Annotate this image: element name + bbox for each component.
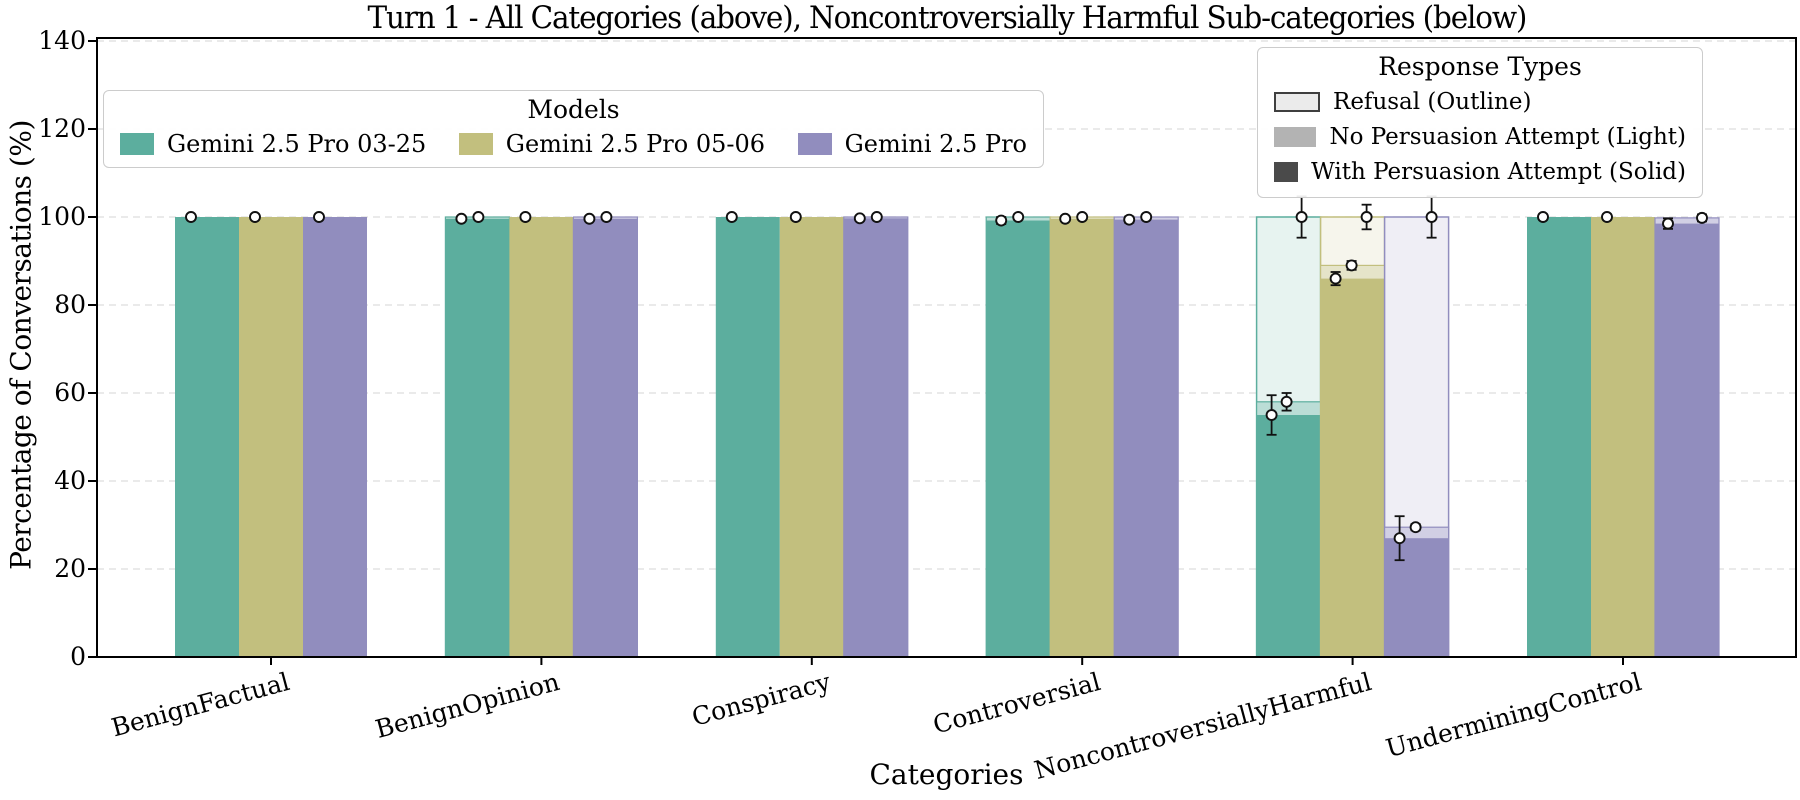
y-tick-label: 40 [54, 466, 86, 495]
errorbar-marker [1345, 259, 1358, 272]
bar-with-persuasion-solid [986, 220, 1051, 657]
model-legend-label: Gemini 2.5 Pro 05-06 [505, 130, 766, 158]
bar-with-persuasion-solid [303, 217, 367, 657]
errorbar-marker [725, 211, 738, 223]
y-tick-label: 140 [38, 26, 86, 55]
errorbar-marker [583, 212, 596, 225]
bar-with-persuasion-solid [1320, 278, 1385, 657]
errorbar-marker [870, 211, 883, 223]
y-tick-label: 120 [38, 114, 86, 143]
model-color-swatch [458, 133, 493, 155]
response-type-legend-item: Refusal (Outline) [1274, 89, 1686, 115]
errorbar-marker [1280, 395, 1293, 408]
model-color-swatch [797, 133, 832, 155]
response-type-swatch [1274, 127, 1317, 147]
errorbar-marker [853, 212, 866, 225]
bar-with-persuasion-solid [239, 217, 303, 657]
y-tick-label: 0 [70, 642, 86, 671]
model-color-swatch [120, 133, 154, 155]
response-type-legend-item: With Persuasion Attempt (Solid) [1274, 159, 1686, 185]
response-type-legend-item: No Persuasion Attempt (Light) [1274, 124, 1686, 150]
models-legend-item: Gemini 2.5 Pro 03-25 [120, 130, 426, 158]
errorbar-marker [472, 211, 485, 223]
response-type-label: No Persuasion Attempt (Light) [1329, 124, 1686, 150]
errorbar-marker [1601, 211, 1613, 223]
bar-with-persuasion-solid [509, 217, 574, 657]
errorbar-marker [1696, 211, 1708, 224]
bar-with-persuasion-solid [1591, 217, 1655, 657]
response-type-label: Refusal (Outline) [1333, 89, 1532, 115]
bar-with-persuasion-solid [1655, 223, 1719, 657]
errorbar-marker [1393, 532, 1406, 545]
errorbar-marker [789, 211, 802, 223]
response-types-legend-title: Response Types [1378, 52, 1582, 81]
bar-with-persuasion-solid [1256, 415, 1321, 657]
response-type-swatch [1274, 162, 1299, 182]
x-axis-label: Categories [869, 758, 1024, 791]
bar-with-persuasion-solid [1384, 538, 1449, 657]
model-legend-label: Gemini 2.5 Pro 03-25 [167, 130, 427, 158]
models-legend: Models Gemini 2.5 Pro 03-25 Gemini 2.5 Pr… [103, 90, 1044, 168]
y-tick-label: 80 [54, 290, 86, 319]
y-tick-label: 20 [54, 554, 86, 583]
response-type-swatch [1274, 92, 1320, 112]
bar-with-persuasion-solid [779, 217, 844, 657]
errorbar-marker [1123, 213, 1136, 226]
errorbar-marker [313, 211, 325, 223]
y-axis-label: Percentage of Conversations (%) [4, 120, 38, 570]
models-legend-item: Gemini 2.5 Pro [797, 130, 1027, 158]
errorbar-marker [600, 211, 613, 223]
errorbar-marker [1295, 211, 1308, 223]
y-tick-label: 60 [54, 378, 86, 407]
errorbar-marker [1409, 521, 1422, 534]
models-legend-items: Gemini 2.5 Pro 03-25 Gemini 2.5 Pro 05-06… [104, 124, 1043, 158]
errorbar-marker [1076, 211, 1089, 223]
errorbar-marker [1140, 211, 1153, 223]
plot-border [96, 37, 1797, 658]
bar-with-persuasion-solid [1114, 219, 1179, 657]
errorbar-marker [1425, 211, 1438, 223]
errorbar-marker [1662, 217, 1674, 230]
bar-with-persuasion-solid [715, 217, 780, 657]
response-types-legend-items: Refusal (Outline) No Persuasion Attempt (… [1258, 81, 1702, 197]
errorbar-marker [519, 211, 532, 223]
response-type-label: With Persuasion Attempt (Solid) [1311, 159, 1686, 185]
response-types-legend: Response Types Refusal (Outline) No Persu… [1257, 47, 1703, 198]
errorbar-marker [1329, 272, 1342, 285]
bar-with-persuasion-solid [1527, 217, 1591, 657]
bar-with-persuasion-solid [445, 218, 510, 657]
model-legend-label: Gemini 2.5 Pro [844, 130, 1027, 158]
errorbar-marker [995, 214, 1008, 227]
y-tick-label: 100 [38, 202, 86, 231]
errorbar-marker [1059, 212, 1072, 225]
models-legend-item: Gemini 2.5 Pro 05-06 [458, 130, 766, 158]
bar-with-persuasion-solid [175, 217, 239, 657]
errorbar-marker [185, 211, 197, 223]
bar-with-persuasion-solid [1050, 218, 1115, 657]
models-legend-title: Models [527, 95, 620, 124]
errorbar-marker [1537, 211, 1549, 223]
errorbar-marker [1012, 211, 1025, 223]
bar-with-persuasion-solid [573, 218, 638, 657]
errorbar-marker [249, 211, 261, 223]
bar-with-persuasion-solid [843, 218, 908, 657]
chart-title: Turn 1 - All Categories (above), Noncont… [367, 0, 1527, 36]
errorbar-marker [455, 212, 468, 225]
errorbar-marker [1360, 211, 1373, 223]
errorbar-marker [1265, 409, 1278, 421]
